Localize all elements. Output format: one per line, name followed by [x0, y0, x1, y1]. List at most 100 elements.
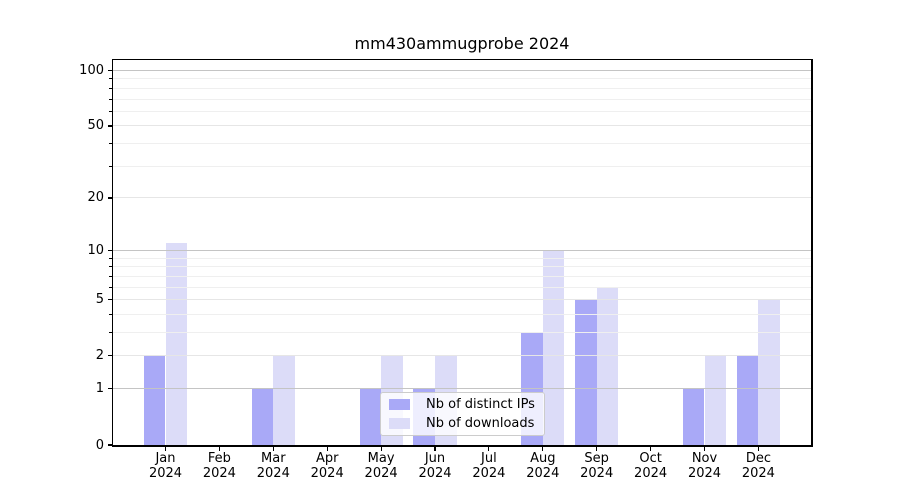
y-tick-label: 2 [95, 348, 104, 364]
gridline [113, 355, 811, 357]
gridline [113, 266, 811, 268]
x-tick-mark [650, 446, 652, 451]
legend-swatch-downloads [389, 418, 410, 429]
bar-downloads [704, 355, 727, 445]
y-tick-mark [107, 197, 112, 199]
y-tick-label: 100 [79, 63, 104, 79]
gridline [113, 87, 811, 89]
y-minor-tick-mark [109, 332, 112, 334]
x-tick-month: Aug [530, 451, 556, 466]
bar-distinct-ips [575, 299, 597, 445]
bar-downloads [542, 250, 565, 445]
y-minor-tick-mark [109, 275, 112, 277]
bar-distinct-ips [736, 355, 759, 445]
legend-label-downloads: Nb of downloads [426, 416, 535, 431]
y-minor-tick-mark [109, 257, 112, 259]
gridline [113, 197, 811, 199]
gridline [113, 110, 811, 112]
y-tick-mark [107, 125, 112, 127]
axis-spine-left [111, 58, 113, 447]
y-tick-mark [107, 444, 112, 446]
y-tick-mark [107, 249, 112, 252]
x-tick-label: Apr 2024 [297, 451, 357, 481]
chart-legend: Nb of distinct IPs Nb of downloads [380, 392, 545, 436]
legend-item: Nb of distinct IPs [389, 397, 536, 412]
x-tick-label: Jan 2024 [136, 451, 196, 481]
x-tick-month: Oct [639, 451, 662, 466]
y-tick-label: 10 [87, 242, 104, 258]
x-tick-month: Jun [424, 451, 446, 466]
x-tick-year: 2024 [741, 465, 775, 481]
gridline [113, 313, 811, 315]
bar-downloads [596, 287, 619, 445]
x-tick-label: May 2024 [351, 451, 411, 481]
x-tick-month: May [367, 451, 395, 466]
x-tick-label: Jun 2024 [405, 451, 465, 481]
x-tick-mark [380, 446, 382, 451]
x-tick-label: Feb 2024 [189, 451, 249, 481]
x-tick-year: 2024 [310, 465, 344, 481]
legend-item: Nb of downloads [389, 416, 536, 431]
x-tick-year: 2024 [256, 465, 290, 481]
x-tick-year: 2024 [526, 465, 560, 481]
y-minor-tick-mark [109, 143, 112, 145]
chart-title: mm430ammugprobe 2024 [354, 34, 570, 53]
x-tick-month: Apr [315, 451, 339, 466]
x-tick-month: Sep [584, 451, 609, 466]
gridline [113, 257, 811, 259]
bar-downloads [758, 299, 780, 445]
x-tick-label: Aug 2024 [513, 451, 573, 481]
bar-downloads [273, 355, 295, 445]
bar-downloads [165, 243, 188, 445]
gridline [113, 275, 811, 277]
y-minor-tick-mark [109, 313, 112, 315]
y-minor-tick-mark [109, 266, 112, 268]
x-tick-mark [164, 446, 167, 451]
gridline [113, 286, 811, 288]
gridline [113, 70, 811, 72]
x-tick-mark [272, 446, 274, 451]
x-tick-month: Dec [745, 451, 771, 466]
x-tick-year: 2024 [364, 465, 398, 481]
x-tick-label: Jul 2024 [459, 451, 519, 481]
x-tick-month: Jul [481, 451, 497, 466]
x-tick-year: 2024 [472, 465, 506, 481]
x-tick-year: 2024 [687, 465, 722, 481]
y-tick-label: 50 [87, 118, 104, 134]
y-tick-mark [107, 388, 112, 390]
y-tick-mark [107, 355, 112, 357]
x-tick-mark [757, 446, 759, 451]
x-tick-label: Dec 2024 [728, 451, 788, 481]
x-tick-mark [488, 446, 490, 451]
x-tick-year: 2024 [148, 465, 183, 481]
y-tick-label: 1 [95, 381, 104, 397]
bar-distinct-ips [251, 388, 274, 445]
x-tick-label: Mar 2024 [243, 451, 303, 481]
x-tick-month: Jan [155, 451, 176, 466]
bar-distinct-ips [682, 388, 705, 445]
y-minor-tick-mark [109, 286, 112, 288]
y-minor-tick-mark [109, 110, 112, 112]
y-tick-label: 5 [95, 292, 104, 308]
gridline [113, 332, 811, 334]
x-tick-year: 2024 [418, 465, 452, 481]
y-minor-tick-mark [109, 78, 112, 80]
axis-spine-bottom [111, 445, 813, 447]
gridline [113, 388, 811, 390]
axis-spine-right [811, 58, 813, 447]
gridline [113, 98, 811, 100]
x-tick-month: Feb [207, 451, 231, 466]
x-tick-mark [703, 446, 706, 451]
x-tick-month: Nov [691, 451, 718, 466]
x-tick-year: 2024 [202, 465, 236, 481]
x-tick-mark [542, 446, 544, 451]
legend-swatch-distinct-ips [389, 399, 410, 410]
gridline [113, 299, 811, 301]
x-tick-mark [218, 446, 220, 451]
y-tick-mark [107, 299, 112, 301]
gridline [113, 143, 811, 145]
axis-spine-top [111, 58, 813, 60]
y-tick-label: 20 [87, 190, 104, 206]
y-minor-tick-mark [109, 165, 112, 167]
x-tick-mark [326, 446, 328, 451]
